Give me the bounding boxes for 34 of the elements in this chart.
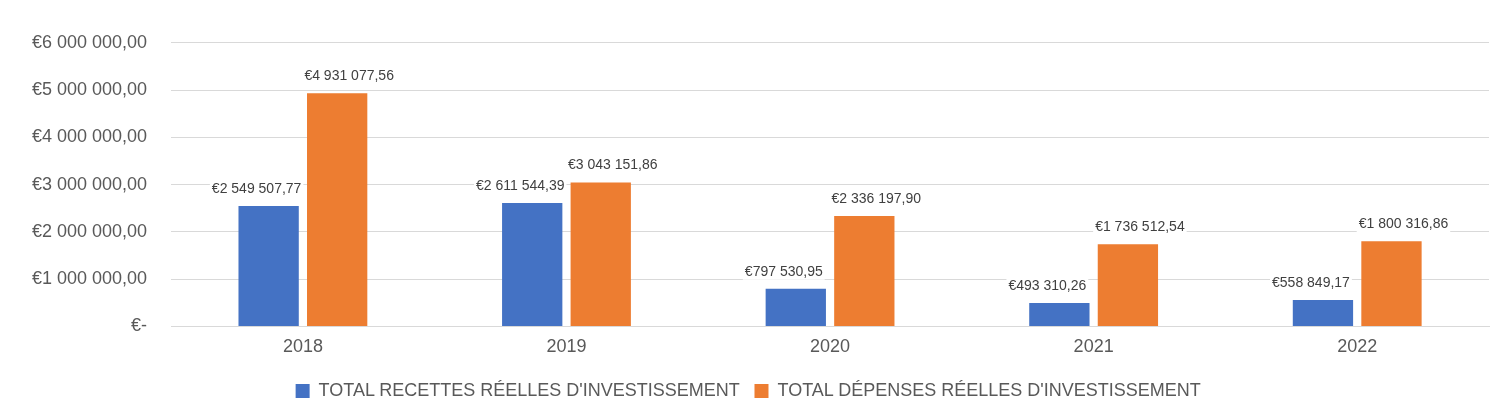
bar [238,205,299,326]
data-label: €1 736 512,54 [1095,218,1185,235]
x-tick-label: 2018 [282,336,323,357]
y-tick-label: €4 000 000,00 [31,126,148,147]
legend-label: TOTAL RECETTES RÉELLES D'INVESTISSEMENT [318,379,740,400]
data-label: €493 310,26 [1008,276,1087,293]
data-label: €2 611 544,39 [475,176,565,193]
data-label: €2 549 507,77 [211,179,302,196]
y-tick-label: €1 000 000,00 [31,268,148,289]
bar [1029,303,1090,326]
y-tick-label: €5 000 000,00 [31,79,148,100]
x-tick-label: 2022 [1337,336,1378,357]
data-label: €1 800 316,86 [1358,215,1449,232]
legend-label: TOTAL DÉPENSES RÉELLES D'INVESTISSEMENT [777,379,1201,400]
y-tick-label: €6 000 000,00 [31,31,148,52]
data-label: €797 530,95 [744,262,823,279]
bar [1361,241,1422,326]
y-tick-label: €- [131,315,148,336]
data-label: €4 931 077,56 [304,67,395,84]
bar [307,93,368,326]
bar [1097,244,1159,326]
bar [570,182,631,326]
y-tick-label: €2 000 000,00 [31,220,148,241]
x-tick-label: 2020 [810,336,851,357]
bar [502,202,563,326]
data-label: €3 043 151,86 [567,156,658,173]
bar [1292,299,1354,326]
y-tick-label: €3 000 000,00 [31,173,148,194]
data-label: €2 336 197,90 [831,189,922,206]
bar [834,215,895,326]
bar [765,288,826,326]
x-tick-label: 2021 [1073,336,1114,357]
x-tick-label: 2019 [546,336,587,357]
data-label: €558 849,17 [1272,273,1351,290]
